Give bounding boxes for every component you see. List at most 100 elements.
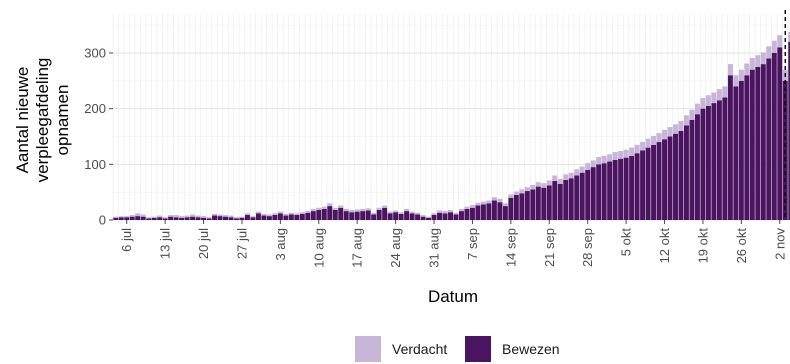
bar-verdacht bbox=[771, 40, 777, 53]
bar-bewezen bbox=[469, 207, 475, 220]
legend-swatch-verdacht bbox=[355, 336, 381, 362]
bar-verdacht bbox=[212, 213, 217, 216]
bar-verdacht bbox=[255, 211, 261, 214]
bar-verdacht bbox=[788, 31, 790, 42]
bar-bewezen bbox=[788, 41, 790, 221]
bar-verdacht bbox=[398, 212, 404, 214]
bar-bewezen bbox=[486, 203, 492, 220]
legend: Verdacht Bewezen bbox=[355, 336, 560, 362]
bar-verdacht bbox=[157, 215, 163, 218]
bar-verdacht bbox=[404, 208, 410, 212]
bar-verdacht bbox=[426, 216, 432, 218]
bar-bewezen bbox=[223, 216, 228, 220]
bar-verdacht bbox=[694, 103, 700, 115]
bar-verdacht bbox=[574, 169, 580, 176]
bar-verdacht bbox=[332, 207, 338, 210]
bar-bewezen bbox=[700, 108, 706, 220]
bar-bewezen bbox=[760, 64, 766, 220]
bar-verdacht bbox=[266, 214, 272, 217]
bar-verdacht bbox=[228, 215, 234, 218]
bar-bewezen bbox=[316, 209, 322, 220]
bar-bewezen bbox=[766, 58, 772, 220]
bar-verdacht bbox=[415, 212, 421, 215]
bar-bewezen bbox=[294, 214, 300, 220]
bar-verdacht bbox=[442, 211, 448, 214]
bar-bewezen bbox=[168, 216, 174, 220]
bar-bewezen bbox=[684, 125, 689, 220]
x-tick-label: 12 okt bbox=[657, 228, 672, 264]
bar-verdacht bbox=[722, 86, 728, 98]
bar-verdacht bbox=[250, 216, 256, 218]
bar-bewezen bbox=[135, 216, 141, 220]
y-tick-label: 0 bbox=[99, 213, 106, 228]
bar-verdacht bbox=[486, 200, 492, 204]
bar-bewezen bbox=[546, 185, 552, 220]
bar-bewezen bbox=[563, 179, 569, 220]
bar-bewezen bbox=[234, 218, 239, 220]
bar-bewezen bbox=[711, 103, 717, 220]
bar-bewezen bbox=[601, 163, 607, 220]
bar-bewezen bbox=[365, 210, 371, 220]
bar-bewezen bbox=[371, 214, 377, 220]
bar-verdacht bbox=[519, 189, 525, 194]
bar-bewezen bbox=[321, 208, 327, 220]
x-axis-title: Datum bbox=[428, 287, 478, 306]
bar-verdacht bbox=[113, 216, 119, 218]
bar-bewezen bbox=[651, 144, 657, 220]
y-tick-label: 200 bbox=[84, 101, 106, 116]
bar-verdacht bbox=[217, 214, 223, 217]
bar-bewezen bbox=[217, 216, 223, 220]
bar-bewezen bbox=[491, 200, 497, 220]
bar-verdacht bbox=[684, 115, 689, 126]
bar-verdacht bbox=[409, 211, 415, 214]
bar-bewezen bbox=[283, 215, 289, 220]
bar-verdacht bbox=[552, 175, 558, 182]
bar-verdacht bbox=[755, 55, 761, 67]
bar-verdacht bbox=[382, 205, 388, 208]
bar-verdacht bbox=[612, 152, 618, 160]
bar-bewezen bbox=[250, 217, 256, 220]
bar-bewezen bbox=[694, 114, 700, 220]
bar-bewezen bbox=[612, 159, 618, 220]
bar-verdacht bbox=[124, 216, 130, 218]
bar-bewezen bbox=[502, 206, 508, 220]
bar-bewezen bbox=[678, 130, 684, 220]
bar-verdacht bbox=[629, 147, 635, 156]
bar-bewezen bbox=[404, 211, 410, 220]
bar-verdacht bbox=[524, 187, 530, 192]
bar-bewezen bbox=[749, 69, 755, 220]
bar-verdacht bbox=[437, 210, 442, 213]
bar-bewezen bbox=[332, 209, 338, 220]
bar-verdacht bbox=[327, 203, 333, 207]
bar-bewezen bbox=[662, 139, 667, 220]
bar-verdacht bbox=[508, 194, 514, 198]
bar-bewezen bbox=[288, 214, 294, 220]
bar-bewezen bbox=[255, 213, 261, 220]
bar-verdacht bbox=[689, 109, 695, 120]
bar-bewezen bbox=[415, 214, 421, 220]
bar-verdacht bbox=[277, 211, 283, 214]
bar-verdacht bbox=[321, 206, 327, 209]
bar-verdacht bbox=[640, 142, 646, 151]
bar-verdacht bbox=[596, 157, 602, 165]
bar-bewezen bbox=[426, 217, 432, 220]
bar-bewezen bbox=[431, 214, 437, 220]
bar-verdacht bbox=[749, 57, 755, 70]
bar-bewezen bbox=[744, 75, 750, 220]
bar-bewezen bbox=[360, 211, 366, 220]
bar-bewezen bbox=[305, 212, 311, 220]
bar-bewezen bbox=[557, 183, 563, 220]
bar-bewezen bbox=[437, 212, 442, 220]
bar-verdacht bbox=[513, 191, 519, 195]
bar-verdacht bbox=[223, 214, 228, 217]
bar-bewezen bbox=[640, 150, 646, 220]
bar-verdacht bbox=[744, 63, 750, 76]
bar-bewezen bbox=[409, 213, 415, 220]
bar-verdacht bbox=[530, 184, 536, 190]
bar-verdacht bbox=[195, 215, 201, 218]
bar-verdacht bbox=[716, 89, 722, 101]
bar-bewezen bbox=[228, 217, 234, 220]
bar-verdacht bbox=[354, 209, 360, 212]
bar-bewezen bbox=[771, 52, 777, 220]
